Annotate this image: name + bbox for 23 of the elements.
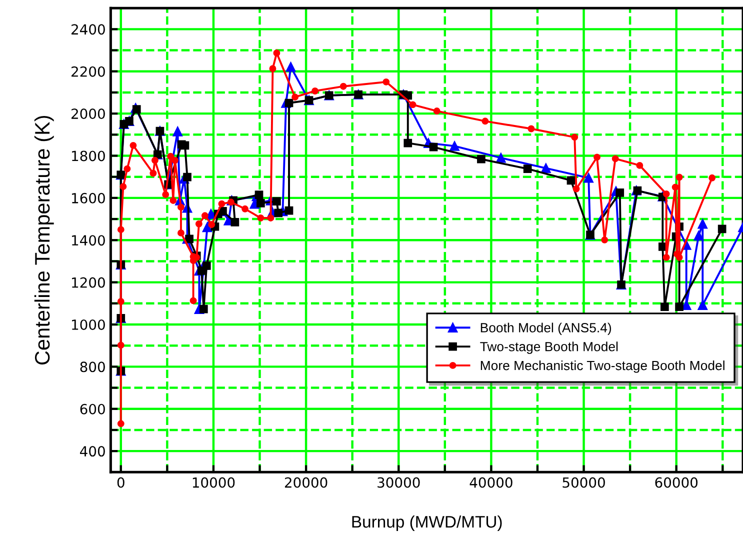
x-tick-label: 60000 (655, 477, 698, 488)
y-tick-label: 2200 (72, 66, 105, 77)
legend-label: More Mechanistic Two-stage Booth Model (480, 360, 724, 373)
x-tick-label: 0 (117, 477, 124, 488)
y-tick-label: 400 (80, 446, 105, 457)
x-axis-title: Burnup (MWD/MTU) (352, 515, 502, 532)
y-tick-label: 600 (80, 404, 105, 414)
y-axis-title: Centerline Temperature (K) (34, 116, 54, 364)
legend-label: Booth Model (ANS5.4) (480, 322, 612, 335)
x-tick-label: 10000 (192, 477, 235, 488)
x-tick-label: 50000 (562, 477, 605, 488)
x-tick-label: 40000 (470, 477, 512, 488)
y-tick-label: 2400 (72, 24, 105, 35)
y-tick-label: 800 (80, 362, 105, 372)
legend-label: Two-stage Booth Model (480, 342, 618, 354)
y-tick-label: 1000 (72, 319, 105, 330)
x-tick-label: 30000 (378, 477, 420, 488)
y-tick-label: 2000 (72, 108, 105, 120)
y-tick-label: 1600 (72, 192, 105, 204)
y-tick-label: 1400 (72, 235, 105, 246)
x-tick-label: 20000 (284, 477, 328, 488)
y-tick-label: 1800 (72, 150, 105, 162)
y-tick-label: 1200 (72, 277, 105, 288)
